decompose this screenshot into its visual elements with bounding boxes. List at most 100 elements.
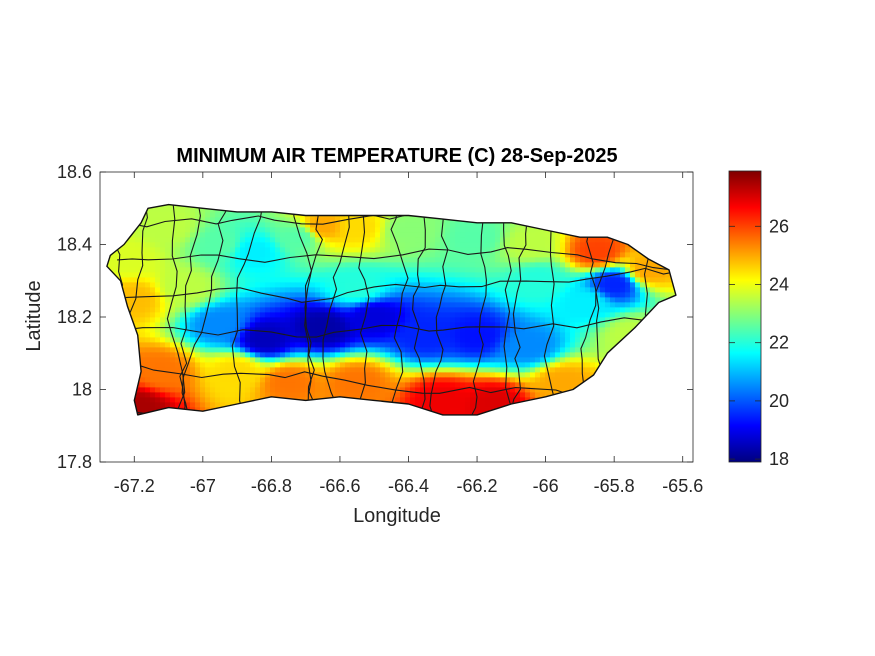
field-cell — [655, 227, 661, 233]
field-cell — [370, 282, 376, 288]
field-cell — [585, 282, 591, 288]
field-cell — [520, 282, 526, 288]
field-cell — [585, 387, 591, 393]
field-cell — [290, 212, 296, 218]
field-cell — [420, 337, 426, 343]
field-cell — [260, 242, 266, 248]
field-cell — [165, 257, 171, 263]
field-cell — [575, 242, 581, 248]
field-cell — [615, 372, 621, 378]
field-cell — [310, 367, 316, 373]
field-cell — [545, 372, 551, 378]
field-cell — [150, 212, 156, 218]
field-cell — [575, 352, 581, 358]
field-cell — [380, 252, 386, 258]
field-cell — [545, 362, 551, 368]
field-cell — [190, 217, 196, 223]
field-cell — [100, 362, 106, 368]
field-cell — [205, 272, 211, 278]
field-cell — [330, 247, 336, 253]
field-cell — [625, 367, 631, 373]
field-cell — [415, 397, 421, 403]
field-cell — [485, 197, 491, 203]
field-cell — [515, 387, 521, 393]
field-cell — [260, 237, 266, 243]
field-cell — [345, 287, 351, 293]
field-cell — [275, 372, 281, 378]
field-cell — [660, 377, 666, 383]
field-cell — [415, 207, 421, 213]
field-cell — [165, 362, 171, 368]
field-cell — [330, 402, 336, 408]
field-cell — [620, 387, 626, 393]
field-cell — [625, 197, 631, 203]
field-cell — [450, 252, 456, 258]
field-cell — [355, 257, 361, 263]
field-cell — [585, 347, 591, 353]
field-cell — [175, 307, 181, 313]
field-cell — [415, 312, 421, 318]
field-cell — [315, 332, 321, 338]
field-cell — [265, 372, 271, 378]
field-cell — [190, 397, 196, 403]
field-cell — [370, 247, 376, 253]
field-cell — [450, 347, 456, 353]
field-cell — [605, 227, 611, 233]
field-cell — [405, 237, 411, 243]
field-cell — [335, 292, 341, 298]
field-cell — [620, 332, 626, 338]
field-cell — [660, 242, 666, 248]
field-cell — [425, 257, 431, 263]
field-cell — [585, 317, 591, 323]
field-cell — [150, 197, 156, 203]
field-cell — [600, 297, 606, 303]
field-cell — [630, 382, 636, 388]
field-cell — [555, 267, 561, 273]
field-cell — [620, 197, 626, 203]
field-cell — [435, 307, 441, 313]
field-cell — [150, 317, 156, 323]
field-cell — [560, 204, 566, 208]
field-cell — [210, 317, 216, 323]
field-cell — [515, 232, 521, 238]
field-cell — [405, 312, 411, 318]
field-cell — [155, 232, 161, 238]
field-cell — [345, 297, 351, 303]
field-cell — [560, 352, 566, 358]
field-cell — [605, 362, 611, 368]
field-cell — [615, 312, 621, 318]
field-cell — [370, 227, 376, 233]
field-cell — [235, 242, 241, 248]
field-cell — [180, 312, 186, 318]
field-cell — [505, 232, 511, 238]
field-cell — [305, 407, 311, 413]
field-cell — [375, 327, 381, 333]
field-cell — [250, 287, 256, 293]
field-cell — [615, 337, 621, 343]
field-cell — [265, 382, 271, 388]
field-cell — [365, 252, 371, 258]
field-cell — [540, 392, 546, 398]
field-cell — [605, 242, 611, 248]
field-cell — [610, 337, 616, 343]
field-cell — [480, 252, 486, 258]
field-cell — [315, 282, 321, 288]
field-cell — [595, 204, 601, 208]
field-cell — [270, 242, 276, 248]
field-cell — [595, 372, 601, 378]
field-cell — [485, 322, 491, 328]
field-cell — [260, 232, 266, 238]
field-cell — [125, 407, 131, 413]
field-cell — [265, 257, 271, 263]
field-cell — [525, 377, 531, 383]
field-cell — [450, 397, 456, 403]
field-cell — [585, 207, 591, 213]
field-cell — [200, 217, 206, 223]
field-cell — [530, 282, 536, 288]
field-cell — [245, 212, 251, 218]
field-cell — [260, 272, 266, 278]
field-cell — [100, 252, 106, 258]
field-cell — [130, 357, 136, 363]
field-cell — [430, 272, 436, 278]
field-cell — [530, 317, 536, 323]
